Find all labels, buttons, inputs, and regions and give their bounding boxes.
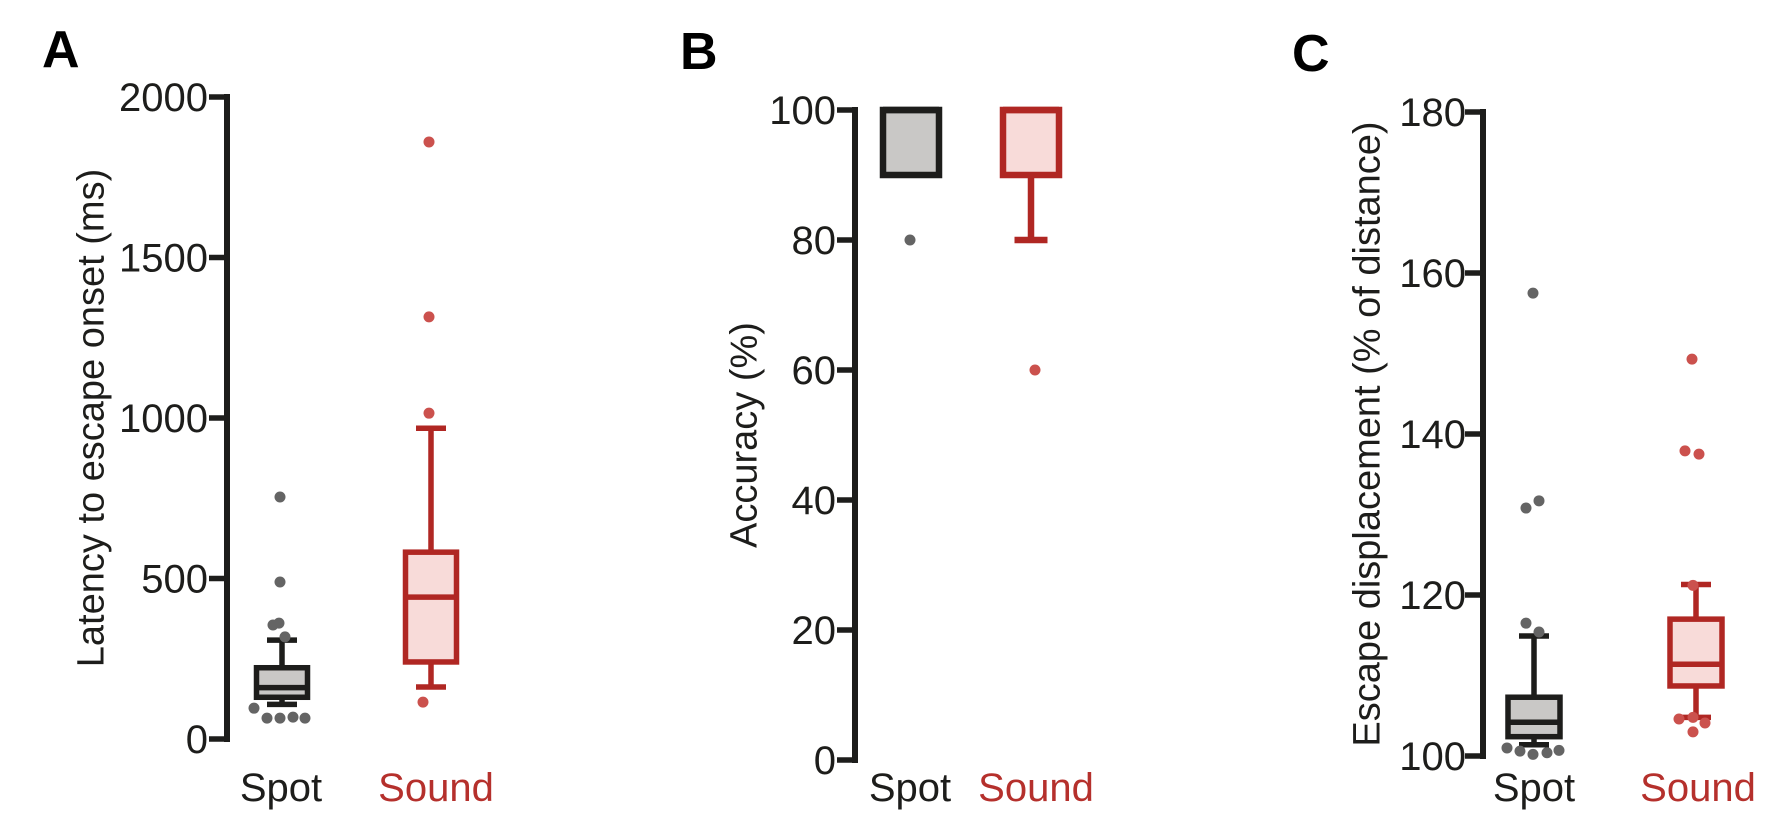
outlier-dot [1687,726,1699,738]
outlier-dot [299,712,311,724]
y-tick-label: 60 [792,349,837,393]
box-series-sound [1667,353,1725,738]
panel-b-category-spot: Spot [868,766,952,810]
y-tick-label: 100 [1399,735,1466,779]
y-tick-label: 40 [792,479,837,523]
panel-letter-a: A [42,21,80,79]
outlier-dot [1699,717,1711,729]
panel-letter-c: C [1292,25,1330,83]
panel-c-category-sound: Sound [1640,766,1756,810]
box-series-spot [879,106,943,246]
panel-a-y-axis-label: Latency to escape onset (ms) [70,168,113,668]
outlier-dot [1533,495,1545,507]
outlier-dot [1501,742,1513,754]
outlier-dot [1687,711,1699,723]
y-tick-label: 160 [1399,252,1466,296]
outlier-dot [1514,745,1526,757]
y-tick-label: 120 [1399,574,1466,618]
y-tick-label: 80 [792,219,837,263]
y-tick-label: 140 [1399,413,1466,457]
outlier-dot [274,576,286,588]
panel-c-plot: 100 120 140 160 180 [1399,91,1725,779]
outlier-dot [1533,626,1545,638]
outlier-dot [1553,744,1565,756]
panel-c-category-spot: Spot [1492,766,1576,810]
box-series-spot [248,491,311,724]
outlier-dot [248,702,260,714]
y-tick-label: 2000 [119,76,208,120]
outlier-dot [1679,445,1691,457]
outlier-dot [423,407,435,419]
panel-letter-b: B [680,23,718,81]
outlier-dot [423,311,435,323]
iqr-box [999,106,1063,179]
panel-a-plot: 0 500 1000 1500 2000 [119,76,460,762]
outlier-dot [1687,579,1699,591]
iqr-box [879,106,943,179]
outlier-dot [1029,364,1041,376]
outlier-dot [1520,617,1532,629]
iqr-box [1505,694,1563,740]
iqr-box [402,549,460,665]
panel-a-category-spot: Spot [239,766,323,810]
outlier-dot [274,491,286,503]
box-series-spot [1501,287,1565,760]
outlier-dot [1686,353,1698,365]
outlier-dot [1541,747,1553,759]
panel-b-plot: 0 20 40 60 80 100 [769,89,1063,783]
y-tick-label: 0 [814,739,836,783]
outlier-dot [417,696,429,708]
panel-b-category-sound: Sound [978,766,1094,810]
y-tick-label: 1500 [119,237,208,281]
outlier-dot [1693,448,1705,460]
outlier-dot [274,712,286,724]
box-series-sound [999,106,1063,376]
outlier-dot [261,712,273,724]
y-tick-label: 500 [141,558,208,602]
outlier-dot [279,631,291,643]
outlier-dot [904,234,916,246]
y-tick-label: 180 [1399,91,1466,135]
y-tick-label: 1000 [119,397,208,441]
panel-b-y-axis-label: Accuracy (%) [723,322,766,548]
outlier-dot [1520,502,1532,514]
iqr-box [253,664,311,701]
outlier-dot [1527,748,1539,760]
box-series-sound [402,136,460,708]
outlier-dot [273,617,285,629]
outlier-dot [1673,713,1685,725]
y-tick-label: 0 [186,718,208,762]
y-tick-label: 20 [792,609,837,653]
panel-c-y-axis-label: Escape displacement (% of distance) [1346,121,1389,747]
panel-a-category-sound: Sound [378,766,494,810]
outlier-dot [287,711,299,723]
iqr-box [1667,616,1725,689]
outlier-dot [1527,287,1539,299]
y-tick-label: 100 [769,89,836,133]
outlier-dot [423,136,435,148]
